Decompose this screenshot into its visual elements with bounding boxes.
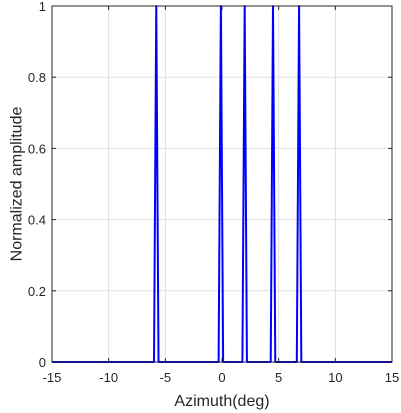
y-tick-label: 0.2 <box>28 284 46 299</box>
series-layer <box>52 5 392 363</box>
series-line-0 <box>52 5 392 363</box>
y-tick-label: 0.6 <box>28 141 46 156</box>
y-tick-label: 0.4 <box>28 213 46 228</box>
x-tick-label: 10 <box>328 370 342 385</box>
x-tick-label: -10 <box>99 370 118 385</box>
x-tick-label: 5 <box>275 370 282 385</box>
y-tick-label: 1 <box>39 0 46 14</box>
y-tick-label: 0.8 <box>28 70 46 85</box>
x-tick-label: 0 <box>218 370 225 385</box>
x-tick-label: -15 <box>43 370 62 385</box>
x-tick-label: -5 <box>160 370 172 385</box>
y-axis-label: Normalized amplitude <box>9 107 26 262</box>
x-tick-label: 15 <box>385 370 399 385</box>
ticks: -15 -10 -5 0 5 10 15 0 0.2 0.4 0.6 0.8 1 <box>28 0 399 385</box>
x-axis-label: Azimuth(deg) <box>174 393 269 410</box>
y-tick-label: 0 <box>39 355 46 370</box>
